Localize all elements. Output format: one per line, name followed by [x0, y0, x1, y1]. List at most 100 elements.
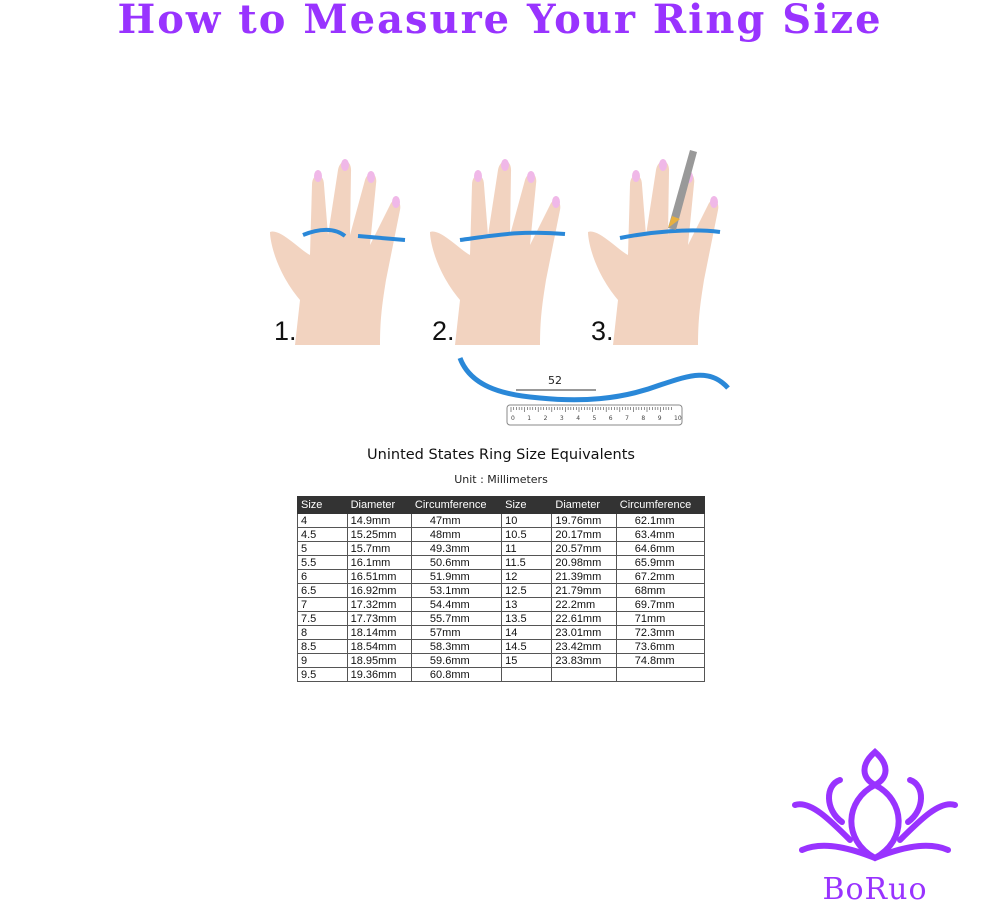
pen-tip	[668, 216, 680, 228]
table-cell: 58.3mm	[410, 639, 503, 654]
pen-icon	[668, 150, 697, 230]
column-header: Size	[297, 496, 348, 514]
hand	[430, 161, 561, 345]
page-title: How to Measure Your Ring Size	[117, 0, 883, 43]
table-cell: 21.79mm	[551, 583, 617, 598]
fingernail	[474, 170, 482, 182]
table-cell: 73.6mm	[615, 639, 706, 654]
ruler-tick-label: 5	[592, 415, 597, 422]
fingernail	[341, 159, 349, 171]
table-row: 4.5 15.25mm 48mm 10.5 20.17mm 63.4mm	[297, 527, 706, 542]
table-cell: 20.57mm	[551, 541, 617, 556]
measured-string	[457, 357, 730, 403]
table-cell: 18.54mm	[346, 639, 412, 654]
hand	[588, 161, 719, 345]
table-cell: 49.3mm	[410, 541, 503, 556]
table-row: 5 15.7mm 49.3mm 11 20.57mm 64.6mm	[297, 541, 706, 556]
fingernail	[527, 171, 535, 183]
table-cell: 6	[297, 569, 348, 584]
table-cell	[501, 667, 553, 682]
table-cell: 13	[501, 597, 553, 612]
fingernail	[552, 196, 560, 208]
table-cell: 55.7mm	[410, 611, 503, 626]
table-cell: 5.5	[297, 555, 348, 570]
table-cell: 47mm	[410, 513, 503, 528]
table-cell: 20.17mm	[551, 527, 617, 542]
fingernail	[710, 196, 718, 208]
table-cell: 64.6mm	[615, 541, 706, 556]
table-cell: 59.6mm	[410, 653, 503, 668]
table-cell: 23.42mm	[551, 639, 617, 654]
table-row: 8.5 18.54mm 58.3mm 14.5 23.42mm 73.6mm	[297, 639, 706, 654]
ring-size-table: Size Diameter Circumference Size Diameter Cir…	[297, 496, 706, 682]
table-header-row: Size Diameter Circumference Size Diameter Cir…	[297, 496, 706, 514]
table-cell: 14.5	[501, 639, 553, 654]
table-cell: 69.7mm	[615, 597, 706, 612]
ruler-tick-label: 6	[608, 415, 613, 422]
column-header: Size	[501, 496, 553, 514]
ruler-tick-label: 9	[657, 415, 662, 422]
table-cell: 8	[297, 625, 348, 640]
column-header: Diameter	[346, 496, 412, 514]
table-cell: 74.8mm	[615, 653, 706, 668]
fingernail	[314, 170, 322, 182]
table-cell	[551, 667, 617, 682]
table-cell: 17.32mm	[346, 597, 412, 612]
table-cell: 6.5	[297, 583, 348, 598]
table-cell: 15	[501, 653, 553, 668]
table-cell: 4	[297, 513, 348, 528]
table-cell: 18.95mm	[346, 653, 412, 668]
fingernail	[501, 159, 509, 171]
table-row: 7 17.32mm 54.4mm 13 22.2mm 69.7mm	[297, 597, 706, 612]
table-cell: 60.8mm	[410, 667, 503, 682]
table-cell	[615, 667, 706, 682]
step-1-label: 1.	[274, 316, 297, 346]
table-row: 4 14.9mm 47mm 10 19.76mm 62.1mm	[297, 513, 706, 528]
table-cell: 18.14mm	[346, 625, 412, 640]
table-cell: 22.61mm	[551, 611, 617, 626]
table-cell: 72.3mm	[615, 625, 706, 640]
fingernail	[659, 159, 667, 171]
fingernail	[632, 170, 640, 182]
table-cell: 19.36mm	[346, 667, 412, 682]
table-unit: Unit : Millimeters	[454, 473, 548, 486]
ruler-tick-label: 3	[559, 415, 564, 422]
ruler	[506, 404, 683, 426]
table-cell: 21.39mm	[551, 569, 617, 584]
column-header: Circumference	[615, 496, 706, 514]
table-cell: 11.5	[501, 555, 553, 570]
table-cell: 4.5	[297, 527, 348, 542]
table-row: 5.5 16.1mm 50.6mm 11.5 20.98mm 65.9mm	[297, 555, 706, 570]
table-cell: 14.9mm	[346, 513, 412, 528]
table-cell: 54.4mm	[410, 597, 503, 612]
table-cell: 16.92mm	[346, 583, 412, 598]
table-cell: 9	[297, 653, 348, 668]
column-header: Circumference	[410, 496, 503, 514]
ruler-tick-label: 0	[511, 415, 515, 422]
table-cell: 68mm	[615, 583, 706, 598]
table-row: 6.5 16.92mm 53.1mm 12.5 21.79mm 68mm	[297, 583, 706, 598]
table-cell: 11	[501, 541, 553, 556]
ruler-tick-label: 2	[543, 415, 548, 422]
table-cell: 65.9mm	[615, 555, 706, 570]
table-cell: 10.5	[501, 527, 553, 542]
table-row: 6 16.51mm 51.9mm 12 21.39mm 67.2mm	[297, 569, 706, 584]
lotus-logo-icon	[792, 748, 958, 862]
ruler-tick-label: 1	[527, 415, 532, 422]
table-cell: 71mm	[615, 611, 706, 626]
hand-illustrations	[270, 150, 730, 426]
string-around-finger	[459, 230, 566, 242]
table-row: 7.5 17.73mm 55.7mm 13.5 22.61mm 71mm	[297, 611, 706, 626]
table-row: 9.5 19.36mm 60.8mm	[297, 667, 706, 682]
hand	[270, 161, 401, 345]
table-cell: 23.01mm	[551, 625, 617, 640]
ruler-tick-label: 8	[641, 415, 646, 422]
step-2-label: 2.	[432, 316, 455, 346]
table-cell: 22.2mm	[551, 597, 617, 612]
table-cell: 15.25mm	[346, 527, 412, 542]
table-cell: 13.5	[501, 611, 553, 626]
table-cell: 57mm	[410, 625, 503, 640]
fingernail	[392, 196, 400, 208]
table-title: Uninted States Ring Size Equivalents	[367, 447, 635, 463]
